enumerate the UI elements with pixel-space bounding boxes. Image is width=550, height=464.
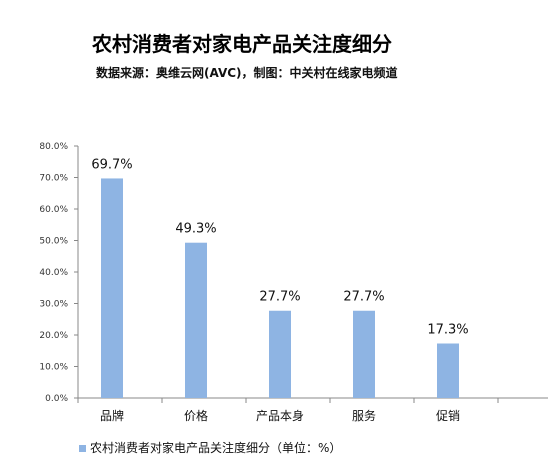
legend-label: 农村消费者对家电产品关注度细分（单位：%） xyxy=(90,440,341,455)
bar xyxy=(269,310,291,398)
y-tick-label: 10.0% xyxy=(39,363,68,373)
bar xyxy=(437,343,459,398)
legend-swatch xyxy=(79,445,86,452)
x-category-label: 服务 xyxy=(352,408,376,423)
y-tick-label: 80.0% xyxy=(39,142,68,152)
x-category-label: 价格 xyxy=(184,408,208,423)
x-category-label: 产品本身 xyxy=(256,408,304,423)
chart-subtitle: 数据来源：奥维云网(AVC)，制图：中关村在线家电频道 xyxy=(96,66,398,80)
x-category-label: 促销 xyxy=(436,409,460,423)
y-tick-label: 70.0% xyxy=(39,174,68,184)
data-label: 27.7% xyxy=(259,290,300,305)
data-label: 17.3% xyxy=(427,323,468,338)
y-tick-label: 60.0% xyxy=(39,205,68,215)
y-tick-label: 0.0% xyxy=(45,394,68,404)
chart-title: 农村消费者对家电产品关注度细分 xyxy=(92,32,392,56)
data-label: 49.3% xyxy=(175,222,216,237)
bar xyxy=(101,178,123,398)
y-tick-label: 50.0% xyxy=(39,237,68,247)
y-tick-label: 20.0% xyxy=(39,331,68,341)
bar xyxy=(185,242,207,398)
y-tick-label: 40.0% xyxy=(39,268,68,278)
data-label: 69.7% xyxy=(91,157,132,172)
bar xyxy=(353,310,375,398)
y-tick-label: 30.0% xyxy=(39,300,68,310)
x-category-label: 品牌 xyxy=(100,409,124,423)
data-label: 27.7% xyxy=(343,290,384,305)
